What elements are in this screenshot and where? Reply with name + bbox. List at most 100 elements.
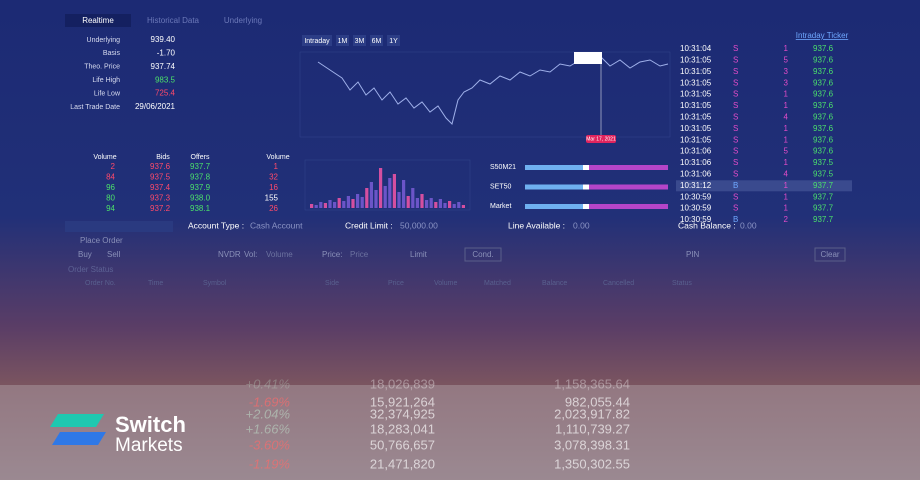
clear-button[interactable] [814,247,846,262]
range-label[interactable]: Intraday [304,38,330,45]
form-title: Place Order [80,236,123,245]
ticker-volume: 5 [784,147,789,156]
range-button[interactable] [370,35,383,46]
volume-bar [452,204,456,208]
brand-sub: Markets [115,435,183,456]
date-marker [586,135,616,143]
ticker-volume: 4 [784,170,789,179]
buy-option[interactable]: Buy [78,250,92,259]
volume-chart [304,159,471,211]
bg-change: -3.60% [249,437,290,452]
ticker-price: 937.6 [813,147,834,156]
bid-price: 937.5 [150,173,171,182]
bg-change: +0.41% [246,376,290,391]
range-button[interactable] [387,35,400,46]
cond-button[interactable] [464,247,502,262]
offer-price: 938.0 [190,194,211,203]
ticker-time: 10:31:05 [680,101,712,110]
price-input[interactable]: Price [350,250,369,259]
bid-volume: 2 [111,162,116,171]
buy-bar [525,204,583,209]
volume-bar [314,205,318,208]
bg-value: 1,110,739.27 [555,421,630,436]
ticker-volume: 1 [784,124,789,133]
buy-bar [525,165,583,170]
ticker-side: S [733,192,738,201]
ticker-time: 10:31:05 [680,67,712,76]
vol-label: Vol: [244,250,257,259]
range-label[interactable]: 1Y [389,38,398,45]
price-line [317,55,669,125]
volume-bar [438,199,442,208]
ticker-side: B [733,215,738,224]
offer-volume: 32 [269,173,278,182]
vol-input[interactable]: Volume [266,250,293,259]
ticker-price: 937.6 [813,67,834,76]
info-value: -1.70 [157,49,176,58]
volume-bar [392,174,396,208]
volume-bar [411,188,415,208]
range-label[interactable]: 6M [372,38,382,45]
ticker-title[interactable]: Intraday Ticker [796,31,849,40]
status-title: Order Status [68,265,113,274]
ticker-volume: 1 [784,90,789,99]
ticker-time: 10:31:05 [680,135,712,144]
content: Realtime Historical Data Underlying Underly… [65,14,852,471]
status-column: Side [325,280,339,287]
range-button[interactable] [336,35,349,46]
ticker-price: 937.6 [813,124,834,133]
ticker-volume: 1 [784,204,789,213]
ticker-volume: 1 [784,44,789,53]
bg-value: 3,078,398.31 [554,437,630,452]
bid-price: 937.6 [150,162,171,171]
ticker-volume: 3 [784,78,789,87]
bg-volume: 50,766,657 [370,437,435,452]
status-column: Cancelled [603,280,634,287]
pressure-label: S50M21 [490,164,516,171]
ticker-time: 10:31:05 [680,90,712,99]
ticker-side: S [733,147,738,156]
info-label: Theo. Price [84,64,120,71]
ticker-side: S [733,44,738,53]
ticker-side: S [733,135,738,144]
volume-bar [379,168,383,208]
ticker-volume: 1 [784,101,789,110]
range-button[interactable] [302,35,332,46]
tab[interactable]: Underlying [224,16,262,25]
volume-bar [365,188,369,208]
nvdr-option[interactable]: NVDR [218,250,241,259]
info-label: Last Trade Date [70,104,120,111]
tab[interactable]: Realtime [82,16,114,25]
book-header: Offers [191,154,210,161]
ticker-side: B [733,181,738,190]
sell-option[interactable]: Sell [107,250,121,259]
price-type[interactable]: Limit [410,250,428,259]
account-select[interactable] [65,221,173,232]
ticker-side: S [733,170,738,179]
cond-label[interactable]: Cond. [472,250,493,259]
account-label: Credit Limit : [345,220,393,230]
tab[interactable]: Historical Data [147,16,200,25]
volume-bar [443,203,447,208]
ticker-highlight [676,180,852,192]
ticker-time: 10:31:12 [680,181,712,190]
ticker-time: 10:30:59 [680,204,712,213]
ticker-time: 10:30:59 [680,215,712,224]
clear-label[interactable]: Clear [820,250,839,259]
ticker-time: 10:31:05 [680,56,712,65]
volume-bar [397,192,401,208]
offer-price: 937.9 [190,183,211,192]
ticker-side: S [733,90,738,99]
price-label: Price: [322,250,342,259]
range-label[interactable]: 3M [355,38,365,45]
volume-bar [328,200,332,208]
range-label[interactable]: 1M [338,38,348,45]
ticker-time: 10:31:06 [680,158,712,167]
info-value: 983.5 [155,75,176,84]
bg-volume: 32,374,925 [370,406,435,421]
info-label: Basis [103,50,121,57]
ticker-side: S [733,158,738,167]
bg-change: -1.69% [249,394,290,409]
bg-volume: 15,921,264 [370,394,435,409]
range-button[interactable] [353,35,366,46]
